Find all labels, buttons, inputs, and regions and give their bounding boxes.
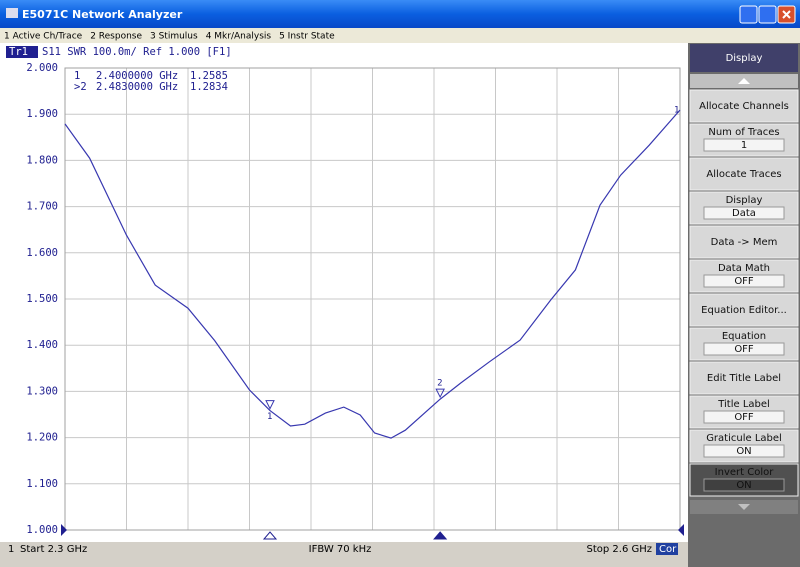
- softkey-value: ON: [736, 480, 751, 491]
- marker-x-indicator: [262, 531, 278, 540]
- softkey[interactable]: [689, 89, 799, 123]
- softkey-label: Equation Editor...: [701, 305, 787, 316]
- plot-panel: [0, 43, 688, 542]
- softkey-label: Allocate Traces: [706, 169, 781, 180]
- marker-x-indicator: [433, 531, 448, 540]
- softkey[interactable]: [689, 225, 799, 259]
- softkey-title: Display: [726, 53, 763, 64]
- cor-badge: [656, 543, 678, 555]
- softkey-label: Display: [726, 195, 763, 206]
- softkey[interactable]: [689, 361, 799, 395]
- status-bar: [0, 542, 688, 556]
- minimize-button[interactable]: [739, 5, 758, 24]
- ifbw: IFBW 70 kHz: [309, 544, 372, 555]
- softkey[interactable]: [689, 157, 799, 191]
- softkey-value-box: [703, 138, 785, 152]
- y-tick-label: 1.500: [26, 293, 58, 305]
- marker: [265, 400, 275, 410]
- softkey-value: OFF: [734, 412, 754, 423]
- softkey-label: Edit Title Label: [707, 373, 781, 384]
- softkey-value: 1: [741, 140, 747, 151]
- menu-item[interactable]: 2 Response: [90, 32, 142, 42]
- softkey-label: Data -> Mem: [711, 237, 778, 248]
- marker-value: 1.2585: [190, 70, 228, 82]
- y-tick-label: 1.600: [26, 247, 58, 259]
- softkey-value: OFF: [734, 344, 754, 355]
- ref-arrow-left: [61, 524, 67, 536]
- y-tick-label: 1.000: [26, 524, 58, 536]
- cor: Cor: [659, 544, 677, 555]
- softkey-label: Equation: [722, 331, 766, 342]
- y-tick-label: 2.000: [26, 62, 58, 74]
- softkey-label: Num of Traces: [708, 127, 779, 138]
- start: Start 2.3 GHz: [20, 544, 87, 555]
- y-tick-label: 1.300: [26, 385, 58, 397]
- y-tick-label: 1.700: [26, 201, 58, 213]
- marker-number: 2: [437, 379, 442, 389]
- softkey-label: Invert Color: [715, 467, 775, 478]
- restore-button[interactable]: [758, 5, 777, 24]
- marker-list-label: 1: [74, 70, 80, 82]
- softkey-value: OFF: [734, 276, 754, 287]
- trace: [64, 109, 681, 439]
- close-icon: [782, 10, 791, 19]
- softkey-value-box: [703, 274, 785, 288]
- menu-item[interactable]: 1 Active Ch/Trace: [4, 32, 83, 42]
- marker: [435, 388, 445, 399]
- softkey-value-box: [703, 206, 785, 220]
- scroll-up-icon: [738, 78, 750, 84]
- menu-item[interactable]: 3 Stimulus: [150, 32, 198, 42]
- softkey-value-box: [703, 410, 785, 424]
- window-title: E5071C Network Analyzer: [22, 8, 183, 21]
- menu-item[interactable]: 4 Mkr/Analysis: [206, 32, 272, 42]
- softkey-value: ON: [736, 446, 751, 457]
- softkey-label: Allocate Channels: [699, 101, 789, 112]
- scroll-down-icon: [738, 504, 750, 510]
- title-bar: [0, 0, 800, 28]
- app-icon: [6, 8, 18, 18]
- y-tick-label: 1.100: [26, 478, 58, 490]
- menu-bar: [0, 28, 800, 43]
- marker-freq: 2.4000000 GHz: [96, 70, 178, 82]
- softkey-value-box: [703, 444, 785, 458]
- ref-arrow-right: [678, 524, 684, 536]
- trace-badge: [6, 46, 38, 58]
- marker-value: 1.2834: [190, 81, 228, 93]
- y-tick-label: 1.200: [26, 432, 58, 444]
- plot-frame: [64, 67, 681, 531]
- y-tick-label: 1.800: [26, 154, 58, 166]
- softkey-value-box: [703, 342, 785, 356]
- softkey-title-bg: [690, 44, 798, 72]
- trace-info: S11 SWR 100.0m/ Ref 1.000 [F1]: [42, 46, 232, 58]
- softkey-label: Data Math: [718, 263, 770, 274]
- softkey-value: Data: [732, 208, 756, 219]
- stop: Stop 2.6 GHz: [586, 544, 652, 555]
- softkey-label: Title Label: [717, 399, 770, 410]
- channel: 1: [8, 544, 14, 555]
- menu-item[interactable]: 5 Instr State: [279, 32, 335, 42]
- marker-freq: 2.4830000 GHz: [96, 81, 178, 93]
- marker-list-label: >2: [74, 81, 87, 93]
- trace-end-label: 1: [674, 106, 679, 116]
- y-tick-label: 1.900: [26, 108, 58, 120]
- trace-name: Tr1: [9, 46, 28, 58]
- softkey-value-box: [703, 478, 785, 492]
- softkey-label: Graticule Label: [706, 433, 782, 444]
- marker-number: 1: [267, 412, 272, 422]
- softkey[interactable]: [689, 293, 799, 327]
- y-tick-label: 1.400: [26, 339, 58, 351]
